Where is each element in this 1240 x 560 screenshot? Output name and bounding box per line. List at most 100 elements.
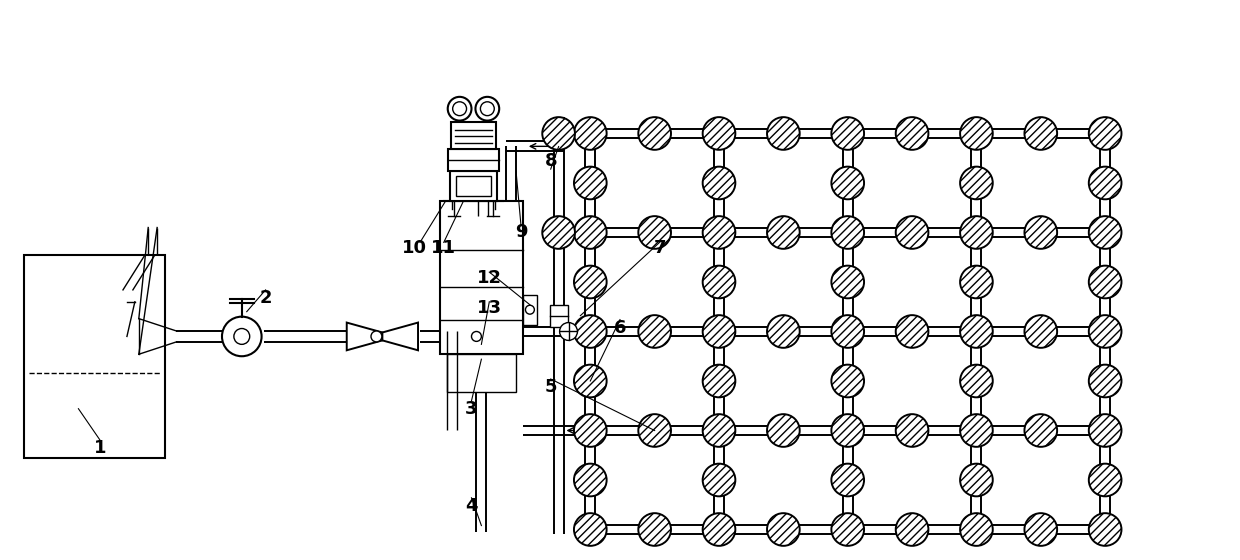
Bar [582, 323, 599, 340]
Bar [582, 124, 599, 142]
Circle shape [574, 513, 606, 546]
Circle shape [453, 102, 466, 116]
Bar [838, 422, 857, 440]
Circle shape [542, 216, 575, 249]
Circle shape [1089, 315, 1121, 348]
Circle shape [1024, 117, 1058, 150]
Circle shape [703, 365, 735, 398]
Circle shape [960, 365, 993, 398]
Circle shape [831, 464, 864, 496]
Circle shape [574, 167, 606, 199]
Circle shape [831, 315, 864, 348]
Circle shape [234, 329, 249, 344]
Bar [1096, 223, 1114, 241]
Circle shape [703, 216, 735, 249]
Circle shape [960, 167, 993, 199]
Circle shape [831, 216, 864, 249]
Circle shape [574, 414, 606, 447]
Bar [1096, 323, 1114, 340]
Circle shape [895, 315, 929, 348]
Circle shape [895, 414, 929, 447]
Bar [967, 323, 986, 340]
Circle shape [371, 331, 382, 342]
Circle shape [1024, 414, 1058, 447]
Text: 4: 4 [465, 497, 477, 515]
Circle shape [703, 167, 735, 199]
Bar [450, 171, 497, 201]
Bar [711, 422, 728, 440]
Bar [838, 124, 857, 142]
Circle shape [960, 464, 993, 496]
Text: 13: 13 [477, 298, 502, 317]
Bar [711, 223, 728, 241]
Text: 8: 8 [544, 152, 557, 170]
Circle shape [768, 315, 800, 348]
Circle shape [703, 117, 735, 150]
Text: 1: 1 [94, 439, 107, 458]
Circle shape [574, 464, 606, 496]
Circle shape [831, 167, 864, 199]
Circle shape [960, 216, 993, 249]
Bar [455, 176, 491, 196]
Circle shape [895, 216, 929, 249]
Bar [967, 521, 986, 538]
Circle shape [448, 97, 471, 120]
Circle shape [1089, 167, 1121, 199]
Bar [549, 305, 568, 326]
Circle shape [768, 414, 800, 447]
Circle shape [703, 265, 735, 298]
Circle shape [831, 117, 864, 150]
Circle shape [475, 97, 500, 120]
Bar [448, 150, 500, 171]
Circle shape [480, 102, 495, 116]
Circle shape [639, 414, 671, 447]
Circle shape [768, 117, 800, 150]
Circle shape [1089, 513, 1121, 546]
Bar [582, 223, 599, 241]
Bar [24, 255, 165, 458]
Circle shape [574, 265, 606, 298]
Bar [450, 122, 496, 150]
Circle shape [574, 315, 606, 348]
Circle shape [960, 315, 993, 348]
Bar [838, 223, 857, 241]
Circle shape [1024, 513, 1058, 546]
Circle shape [574, 365, 606, 398]
Circle shape [639, 117, 671, 150]
Text: 2: 2 [259, 289, 272, 307]
Circle shape [703, 513, 735, 546]
Circle shape [768, 216, 800, 249]
Circle shape [574, 216, 606, 249]
Circle shape [222, 316, 262, 356]
Bar [523, 295, 537, 325]
Circle shape [703, 464, 735, 496]
Circle shape [831, 414, 864, 447]
Circle shape [960, 265, 993, 298]
Bar [1096, 521, 1114, 538]
Circle shape [542, 117, 575, 150]
Polygon shape [382, 323, 418, 351]
Text: 9: 9 [515, 223, 527, 241]
Circle shape [960, 513, 993, 546]
Circle shape [639, 513, 671, 546]
Bar [1096, 124, 1114, 142]
Text: 6: 6 [614, 319, 626, 337]
Circle shape [960, 117, 993, 150]
Text: 12: 12 [477, 269, 502, 287]
Bar [711, 521, 728, 538]
Circle shape [703, 414, 735, 447]
Circle shape [1089, 216, 1121, 249]
Circle shape [1024, 315, 1058, 348]
Circle shape [703, 315, 735, 348]
Circle shape [1089, 414, 1121, 447]
Bar [440, 201, 523, 354]
Bar [446, 354, 516, 392]
Circle shape [574, 117, 606, 150]
Bar [967, 422, 986, 440]
Circle shape [639, 315, 671, 348]
Circle shape [1089, 117, 1121, 150]
Circle shape [831, 265, 864, 298]
Polygon shape [347, 323, 382, 351]
Circle shape [1024, 216, 1058, 249]
Bar [1096, 422, 1114, 440]
